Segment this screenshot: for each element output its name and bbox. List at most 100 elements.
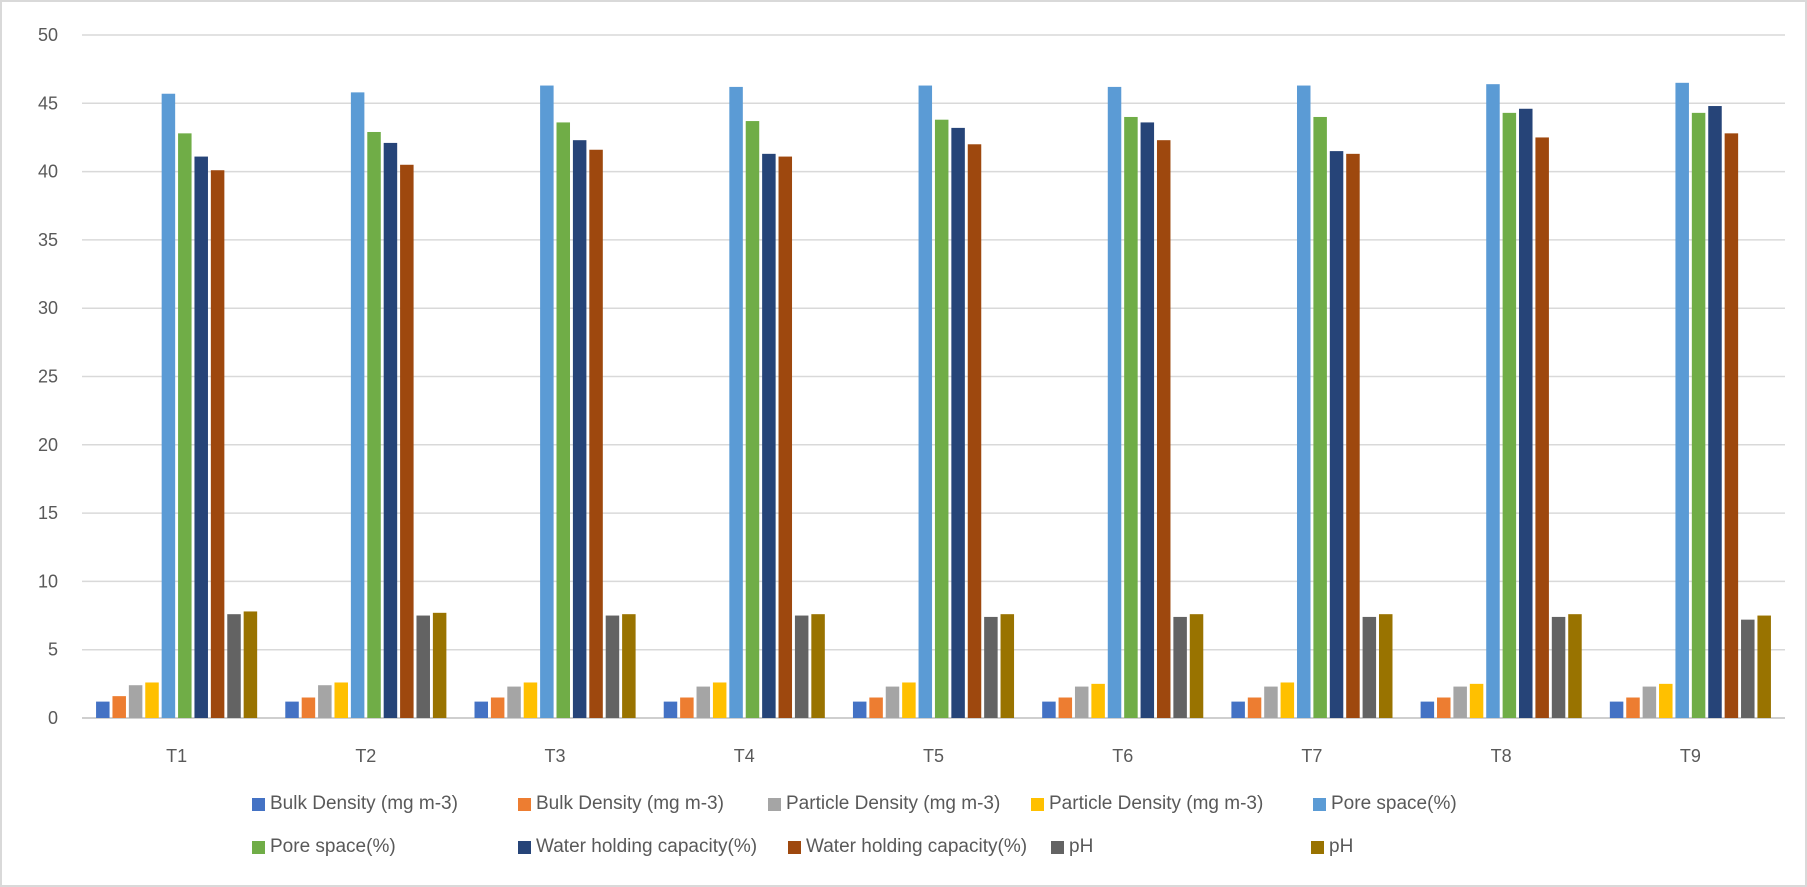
legend-swatch	[518, 797, 531, 811]
bar-t7-series-2	[1247, 697, 1262, 718]
bar-t3-series-1	[474, 701, 489, 718]
legend-item: pH	[1051, 836, 1093, 858]
legend-item: Water holding capacity(%)	[518, 836, 757, 858]
bar-t5-series-8	[967, 144, 982, 718]
bar-t8-series-1	[1420, 701, 1435, 718]
legend-label: Water holding capacity(%)	[536, 836, 758, 857]
legend-swatch	[252, 840, 265, 854]
legend-swatch	[1311, 840, 1324, 854]
bar-t4-series-10	[811, 614, 825, 718]
bar-t8-series-6	[1502, 112, 1517, 718]
legend-label: Pore space(%)	[270, 836, 396, 857]
bar-t1-series-3	[128, 685, 143, 718]
bar-t7-series-5	[1296, 85, 1311, 719]
bar-t7-series-3	[1264, 686, 1278, 718]
x-tick-label: T6	[1112, 746, 1133, 766]
legend-label: pH	[1069, 836, 1094, 857]
legend-swatch	[768, 797, 781, 811]
y-tick-label: 20	[38, 435, 58, 455]
bar-t6-series-5	[1107, 86, 1122, 718]
bar-t5-series-7	[951, 127, 965, 718]
bar-t5-series-9	[984, 616, 998, 718]
y-tick-label: 5	[48, 640, 58, 660]
bar-t4-series-5	[729, 86, 743, 718]
legend-item: Water holding capacity(%)	[788, 836, 1027, 858]
x-tick-label: T9	[1680, 746, 1701, 766]
bar-t4-series-2	[680, 697, 694, 718]
bars	[96, 82, 1771, 719]
x-tick-label: T5	[923, 746, 944, 766]
x-tick-label: T4	[734, 746, 755, 766]
y-tick-label: 50	[38, 25, 58, 45]
bar-t1-series-6	[178, 133, 192, 719]
bar-t3-series-9	[605, 615, 620, 718]
bar-t3-series-4	[523, 682, 538, 718]
bar-t3-series-8	[589, 149, 603, 718]
bar-t7-series-6	[1313, 116, 1327, 718]
bar-t6-series-2	[1058, 697, 1073, 718]
y-tick-label: 25	[38, 367, 58, 387]
bar-t2-series-2	[301, 697, 316, 718]
bar-t1-series-2	[112, 696, 126, 718]
legend-label: Particle Density (mg m-3)	[1049, 793, 1264, 814]
y-tick-label: 15	[38, 503, 58, 523]
bar-t9-series-1	[1609, 701, 1624, 718]
bar-t6-series-7	[1140, 122, 1155, 718]
bar-t4-series-1	[663, 701, 678, 718]
bar-t7-series-8	[1346, 153, 1360, 719]
bar-t3-series-10	[622, 614, 636, 718]
bar-t3-series-7	[572, 140, 587, 718]
bar-t7-series-4	[1280, 682, 1295, 718]
x-tick-label: T2	[355, 746, 376, 766]
bar-t7-series-7	[1329, 151, 1344, 719]
bar-t9-series-7	[1708, 106, 1722, 719]
y-axis-ticks: 0 5 10 15 20 25 30 35 40 45 50	[38, 25, 58, 728]
bar-t2-series-10	[432, 612, 447, 718]
bar-t4-series-3	[696, 686, 711, 718]
bar-t4-series-9	[794, 615, 809, 718]
y-tick-label: 40	[38, 162, 58, 182]
bar-t5-series-10	[1000, 614, 1015, 718]
legend-item: Particle Density (mg m-3)	[1031, 793, 1263, 815]
bar-t8-series-4	[1469, 683, 1484, 718]
bar-t9-series-9	[1741, 619, 1755, 718]
bar-t3-series-6	[556, 122, 571, 718]
legend-swatch	[788, 840, 801, 854]
bar-t8-series-7	[1519, 108, 1533, 719]
legend-swatch	[252, 797, 265, 811]
bar-t9-series-10	[1757, 615, 1771, 718]
bar-t8-series-3	[1453, 686, 1467, 718]
bar-t1-series-8	[210, 170, 225, 718]
bar-t9-series-3	[1642, 686, 1657, 718]
bar-t1-series-4	[145, 682, 159, 718]
x-tick-label: T8	[1491, 746, 1512, 766]
bar-t6-series-4	[1091, 683, 1105, 718]
bar-t9-series-5	[1675, 82, 1689, 718]
bar-t2-series-6	[367, 131, 381, 719]
x-tick-label: T1	[166, 746, 187, 766]
bar-t6-series-1	[1042, 701, 1056, 718]
legend-label: Bulk Density (mg m-3)	[536, 793, 724, 814]
bar-t9-series-6	[1691, 112, 1706, 718]
y-tick-label: 0	[48, 708, 58, 728]
bar-t1-series-9	[227, 614, 241, 718]
legend-label: Bulk Density (mg m-3)	[270, 793, 458, 814]
legend-item: Bulk Density (mg m-3)	[518, 793, 724, 815]
bar-t8-series-10	[1568, 614, 1582, 718]
bar-t3-series-5	[540, 85, 554, 719]
bar-t3-series-3	[507, 686, 521, 718]
y-tick-label: 30	[38, 298, 58, 318]
bar-t5-series-5	[918, 85, 933, 719]
legend-item: Bulk Density (mg m-3)	[252, 793, 458, 815]
legend-label: pH	[1329, 836, 1354, 857]
legend-label: Pore space(%)	[1331, 793, 1457, 814]
gridlines	[82, 34, 1785, 719]
bar-t1-series-1	[96, 701, 110, 718]
bar-t7-series-10	[1378, 614, 1393, 718]
x-axis-ticks: T1 T2 T3 T4 T5 T6 T7 T8 T9	[166, 746, 1701, 766]
bar-t7-series-9	[1362, 616, 1377, 718]
bar-t4-series-8	[778, 156, 793, 719]
bar-t6-series-6	[1124, 116, 1138, 718]
bar-t4-series-4	[712, 682, 727, 718]
